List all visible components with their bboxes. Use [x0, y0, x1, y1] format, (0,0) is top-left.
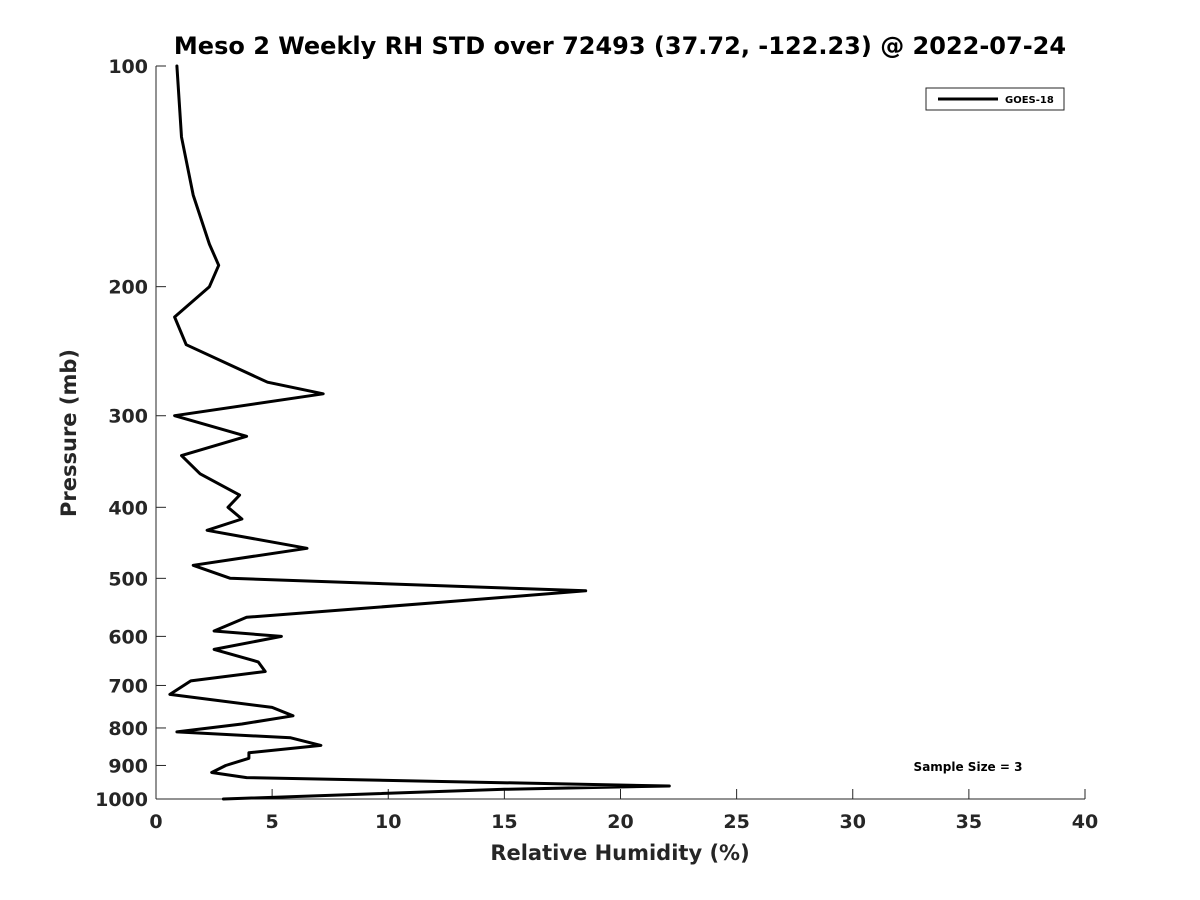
y-axis-label: Pressure (mb): [57, 349, 81, 517]
x-tick-label: 10: [375, 811, 401, 833]
y-tick-label: 200: [108, 277, 148, 299]
y-tick-label: 100: [108, 56, 148, 78]
x-tick-label: 35: [956, 811, 982, 833]
x-tick-label: 15: [491, 811, 517, 833]
y-tick-label: 700: [108, 675, 148, 697]
x-tick-label: 25: [723, 811, 749, 833]
axes: [155, 66, 1085, 800]
x-tick-label: 30: [840, 811, 866, 833]
series-layer: [168, 64, 671, 801]
y-tick-label: 900: [108, 755, 148, 777]
y-tick-label: 400: [108, 497, 148, 519]
x-axis-label: Relative Humidity (%): [490, 841, 749, 865]
y-tick-label: 500: [108, 568, 148, 590]
x-axis-ticks: 0 5 10 15 20 25 30 35 40: [149, 789, 1098, 833]
y-tick-label: 800: [108, 718, 148, 740]
series-line-goes-18: [168, 64, 671, 801]
chart-title: Meso 2 Weekly RH STD over 72493 (37.72, …: [174, 32, 1066, 60]
y-axis-ticks: 100 200 300 400 500 600 700 800 900 1000: [95, 56, 166, 811]
y-tick-label: 600: [108, 626, 148, 648]
x-tick-label: 40: [1072, 811, 1098, 833]
legend-label-goes-18: GOES-18: [1005, 95, 1054, 106]
x-tick-label: 20: [607, 811, 633, 833]
sample-size-annotation: Sample Size = 3: [914, 760, 1023, 774]
y-tick-label: 300: [108, 406, 148, 428]
y-tick-label: 1000: [95, 789, 148, 811]
x-tick-label: 0: [149, 811, 162, 833]
legend: GOES-18: [925, 87, 1065, 111]
x-tick-label: 5: [266, 811, 279, 833]
